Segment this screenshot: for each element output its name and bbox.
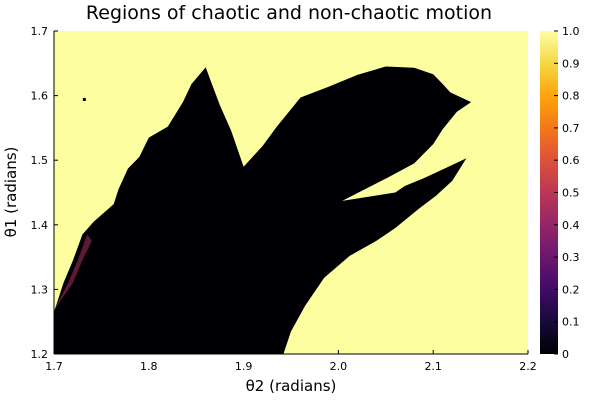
- heatmap-region-1: [54, 234, 92, 311]
- colorbar-tick-label-2: 0.2: [562, 283, 580, 296]
- x-tick-label-0: 1.7: [45, 360, 63, 373]
- x-tick-label-1: 1.8: [140, 360, 158, 373]
- y-tick-label-3: 1.5: [31, 154, 49, 167]
- colorbar-tick-label-3: 0.3: [562, 251, 580, 264]
- x-tick-label-4: 2.1: [424, 360, 442, 373]
- x-axis-title: θ2 (radians): [246, 377, 337, 395]
- y-tick-label-4: 1.6: [31, 90, 49, 103]
- colorbar-tick-label-6: 0.6: [562, 154, 580, 167]
- y-tick-label-5: 1.7: [31, 25, 49, 38]
- heatmap-isolated-points: [82, 97, 86, 101]
- y-tick-label-2: 1.4: [31, 219, 49, 232]
- colorbar-tick-label-8: 0.8: [562, 90, 580, 103]
- x-tick-label-2: 1.9: [235, 360, 253, 373]
- colorbar: 0 0.1 0.2 0.3 0.4 0.5 0.6 0.7 0.8 0.9 1.0: [540, 25, 580, 361]
- colorbar-tick-label-0: 0: [562, 348, 569, 361]
- colorbar-tick-label-1: 0.1: [562, 316, 580, 329]
- y-tick-label-1: 1.3: [31, 283, 49, 296]
- y-axis-title: θ1 (radians): [2, 147, 20, 238]
- x-tick-label-3: 2.0: [330, 360, 348, 373]
- colorbar-tick-label-4: 0.4: [562, 219, 580, 232]
- colorbar-tick-label-5: 0.5: [562, 187, 580, 200]
- colorbar-tick-label-9: 0.9: [562, 57, 580, 70]
- colorbar-ticks: 0 0.1 0.2 0.3 0.4 0.5 0.6 0.7 0.8 0.9 1.0: [554, 25, 580, 361]
- heatmap-point-0: [82, 97, 86, 101]
- colorbar-gradient: [540, 31, 558, 354]
- x-axis-ticks: 1.7 1.8 1.9 2.0 2.1 2.2: [45, 350, 537, 373]
- y-tick-label-0: 1.2: [31, 348, 49, 361]
- heatmap-plot-area: [53, 31, 528, 355]
- chart-title: Regions of chaotic and non-chaotic motio…: [86, 2, 492, 24]
- heatmap-regions: [54, 66, 472, 354]
- x-tick-label-5: 2.2: [519, 360, 537, 373]
- heatmap-region-0: [54, 66, 472, 354]
- colorbar-tick-label-10: 1.0: [562, 25, 580, 38]
- colorbar-tick-label-7: 0.7: [562, 122, 580, 135]
- y-axis-ticks: 1.2 1.3 1.4 1.5 1.6 1.7: [31, 25, 58, 361]
